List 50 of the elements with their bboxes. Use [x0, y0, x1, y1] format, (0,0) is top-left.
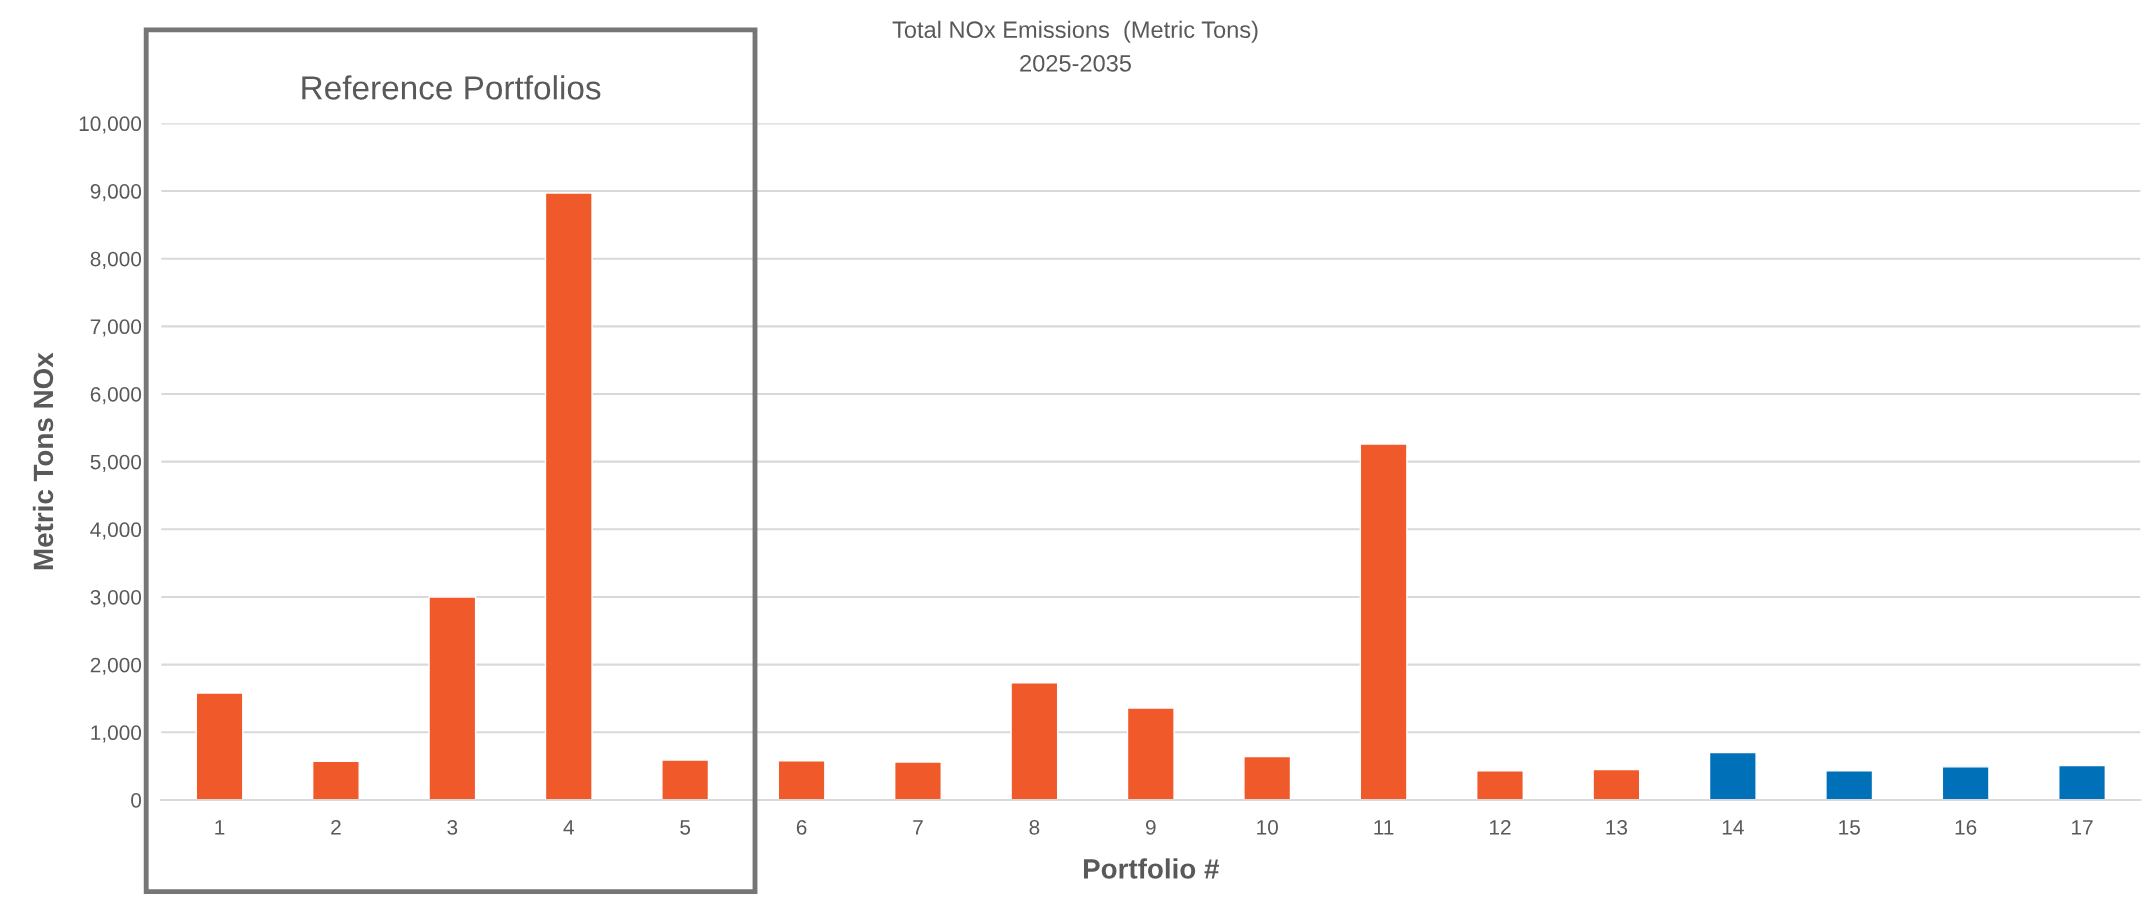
x-tick-label: 6: [796, 819, 807, 835]
bar: [1010, 682, 1059, 800]
bar: [428, 596, 477, 800]
chart-title: Total NOx Emissions (Metric Tons): [892, 20, 1258, 43]
x-tick-label: 11: [1374, 820, 1394, 835]
x-tick-label: 10: [1257, 819, 1278, 835]
x-tick-label: 3: [447, 819, 458, 835]
x-tick-label: 9: [1145, 819, 1156, 835]
bar: [311, 760, 360, 800]
y-tick-label: 9,000: [90, 184, 142, 202]
y-tick-label: 2,000: [90, 657, 142, 675]
x-axis-title: Portfolio #: [1083, 858, 1220, 879]
bar: [544, 192, 593, 800]
x-tick-label: 15: [1839, 820, 1860, 835]
bar: [893, 761, 942, 800]
y-tick-label: 10,000: [79, 116, 142, 134]
y-tick-label: 3,000: [90, 589, 142, 608]
x-tick-label: 14: [1722, 820, 1744, 835]
bar: [1941, 766, 1990, 800]
bar: [1359, 443, 1408, 800]
bar: [1126, 707, 1175, 800]
x-tick-label: 7: [913, 820, 923, 835]
bar: [1476, 770, 1524, 800]
bar: [1708, 751, 1757, 800]
x-tick-label: 2: [331, 819, 341, 835]
bar: [661, 759, 710, 800]
chart-subtitle: 2025-2035: [1020, 54, 1131, 72]
y-tick-label: 4,000: [90, 522, 142, 540]
x-tick-label: 13: [1606, 819, 1628, 835]
x-tick-label: 5: [680, 820, 691, 835]
y-tick-label: 5,000: [90, 454, 142, 472]
y-tick-label: 6,000: [90, 387, 142, 405]
x-tick-label: 1: [215, 820, 225, 835]
bar: [195, 692, 244, 800]
x-tick-label: 12: [1490, 819, 1511, 835]
x-tick-label: 17: [2072, 820, 2093, 835]
bar: [2058, 764, 2107, 800]
y-tick-label: 1,000: [91, 725, 142, 743]
bar: [1243, 755, 1292, 800]
bar: [1592, 768, 1641, 800]
x-tick-label: 16: [1955, 819, 1977, 835]
y-tick-label: 7,000: [90, 319, 142, 337]
bar: [1825, 770, 1874, 800]
y-tick-label: 8,000: [90, 251, 142, 269]
text: Reference Portfolios: [302, 75, 601, 100]
x-tick-label: 4: [563, 820, 574, 835]
bar: [777, 760, 826, 800]
y-axis-title: Metric Tons NOx: [32, 352, 54, 570]
y-tick-label: 0: [131, 792, 142, 808]
x-tick-label: 8: [1029, 819, 1040, 835]
